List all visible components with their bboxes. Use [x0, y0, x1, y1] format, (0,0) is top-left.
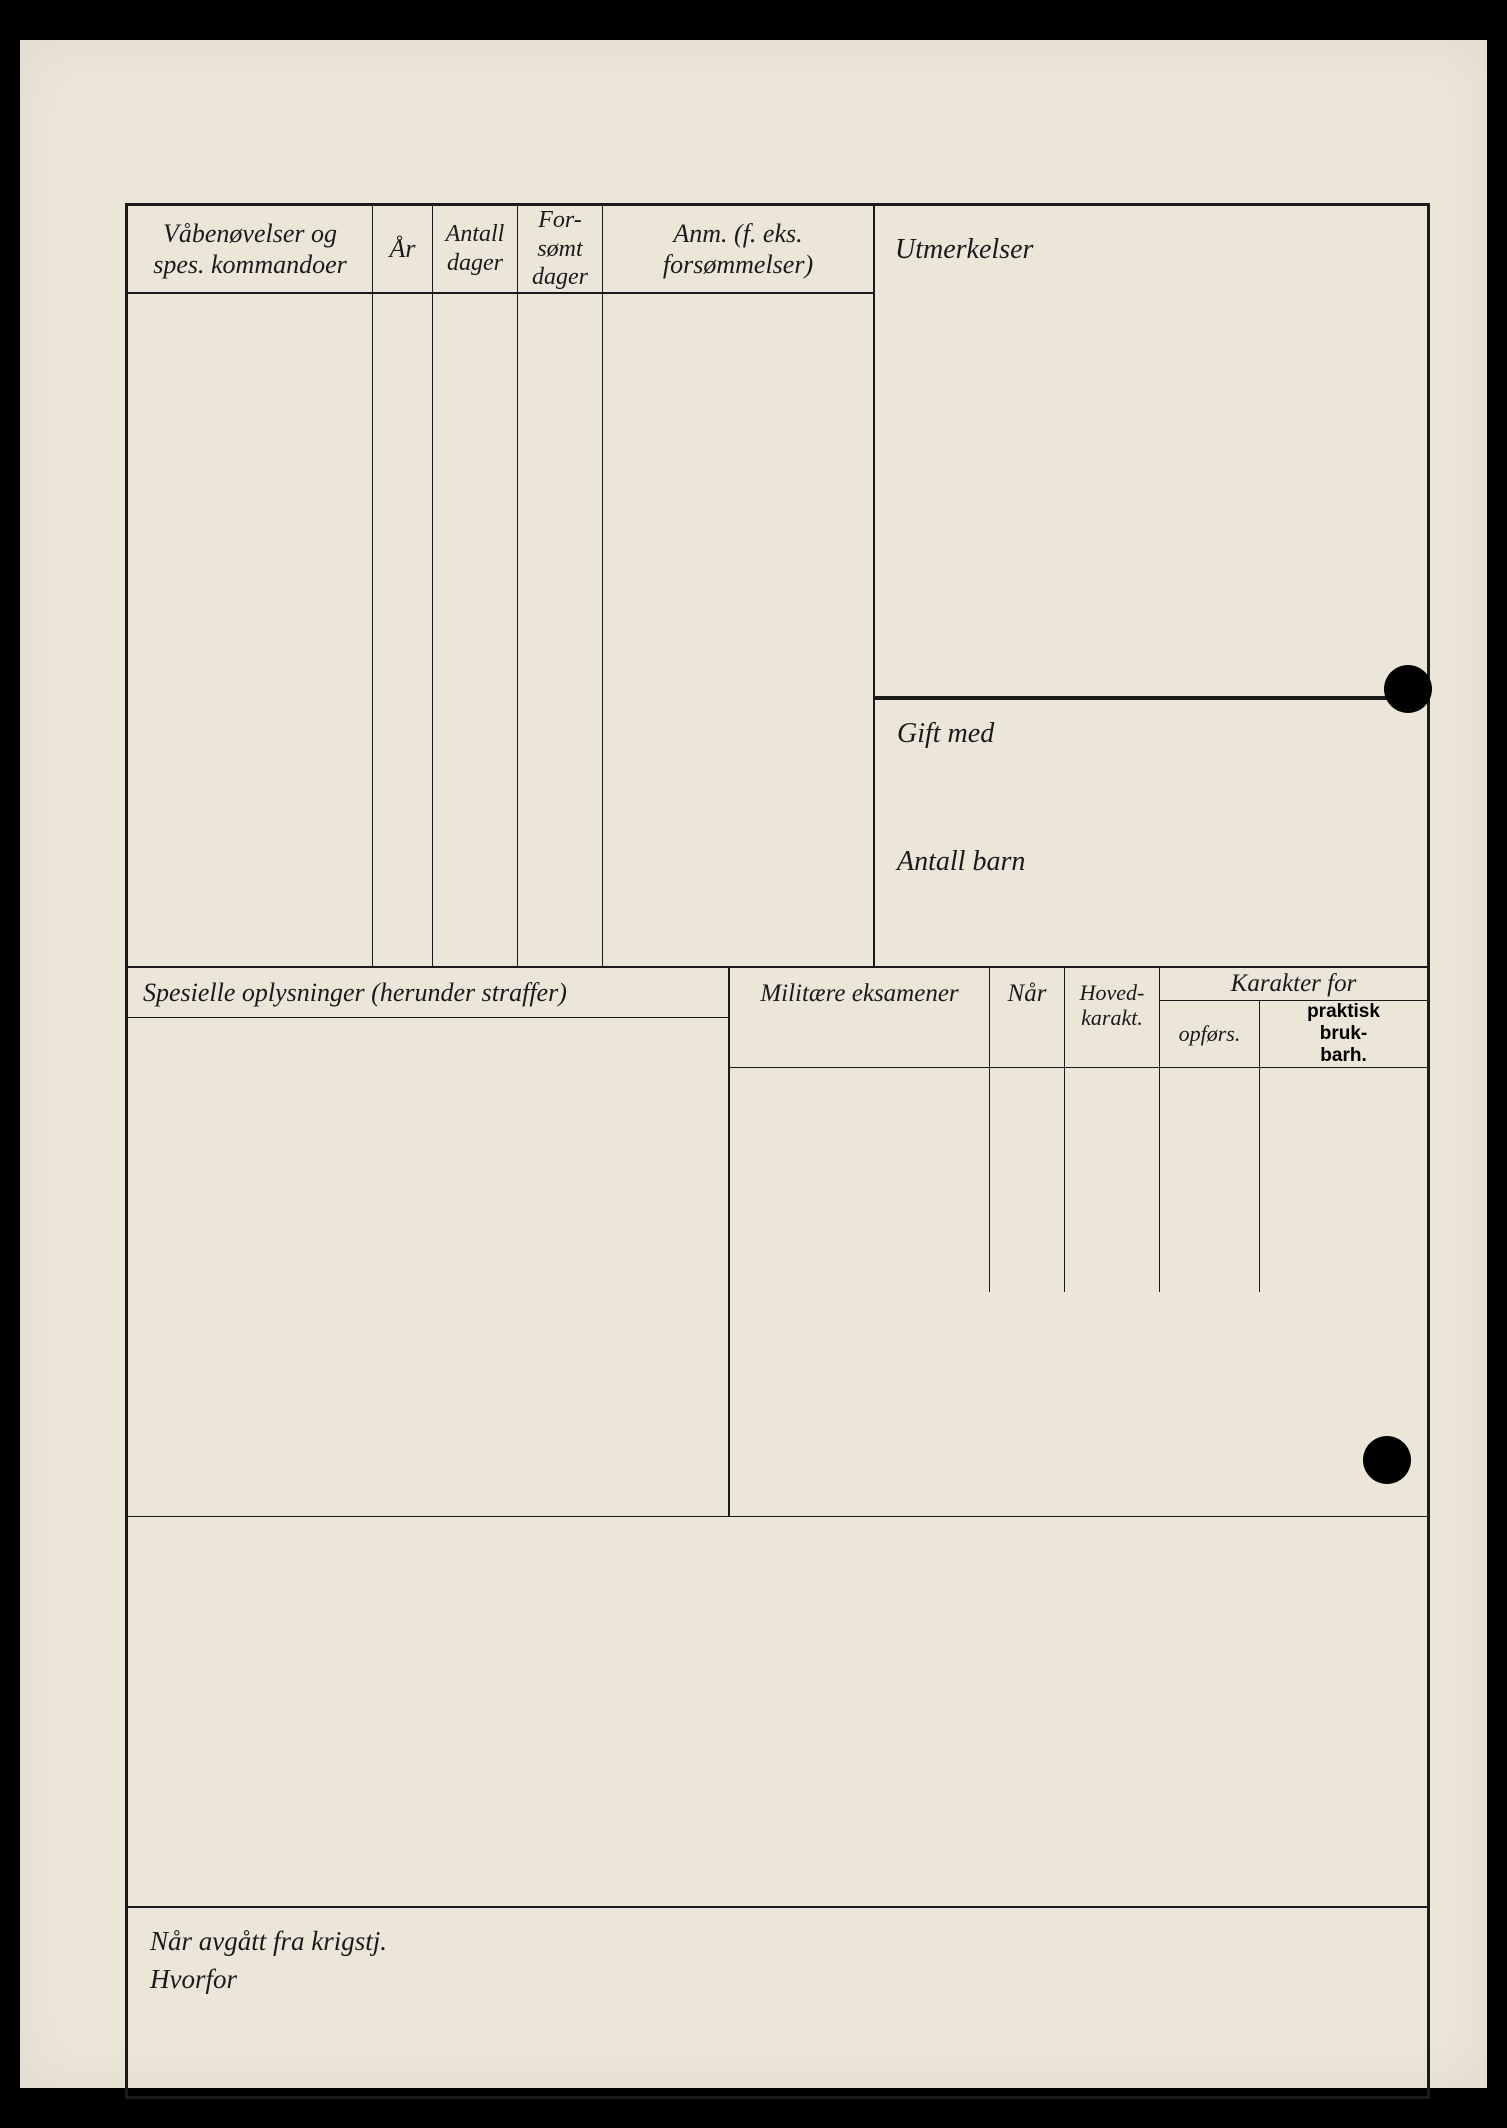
spesielle-label: Spesielle oplysninger (herunder straffer… [143, 978, 567, 1008]
cell-anm [603, 294, 873, 966]
document-page: Våbenøvelser ogspes. kommandoer År Antal… [20, 40, 1487, 2088]
cell-vaben [128, 294, 373, 966]
cell-praktisk [1260, 1068, 1427, 1292]
cell-opfors [1160, 1068, 1260, 1292]
header-label: For-sømtdager [532, 206, 588, 292]
header-label: praktiskbruk-barh. [1307, 1001, 1380, 1067]
spesielle-header: Spesielle oplysninger (herunder straffer… [128, 968, 728, 1018]
utmerkelser-label: Utmerkelser [895, 234, 1033, 266]
header-label: Antalldager [446, 220, 505, 278]
cell-antall [433, 294, 518, 966]
header-hovedkarakt: Hoved-karakt. [1065, 968, 1160, 1067]
hvorfor-label: Hvorfor [150, 1961, 1405, 1999]
header-label: Hoved-karakt. [1080, 980, 1145, 1031]
cell-exam [730, 1068, 990, 1292]
punch-hole [1384, 665, 1432, 713]
bottom-section: Når avgått fra krigstj. Hvorfor [128, 1906, 1427, 2096]
header-label: Anm. (f. eks.forsømmelser) [663, 218, 813, 280]
exams-header-row: Militære eksamener Når Hoved-karakt. Kar… [730, 968, 1427, 1068]
weapons-exercises-table: Våbenøvelser ogspes. kommandoer År Antal… [128, 206, 873, 966]
avgatt-label: Når avgått fra krigstj. [150, 1923, 1405, 1961]
top-right-panel: Utmerkelser Gift med Antall barn [873, 206, 1427, 966]
middle-section: Spesielle oplysninger (herunder straffer… [128, 966, 1427, 1516]
family-section: Gift med Antall barn [875, 696, 1427, 966]
lower-section [128, 1516, 1427, 1906]
utmerkelser-header: Utmerkelser [875, 206, 1427, 294]
header-praktisk: praktiskbruk-barh. [1260, 1001, 1427, 1067]
antall-barn-label: Antall barn [897, 846, 1405, 878]
header-vabenovelser: Våbenøvelser ogspes. kommandoer [128, 206, 373, 292]
table-body [128, 294, 873, 966]
header-label: Våbenøvelser ogspes. kommandoer [153, 218, 347, 280]
header-forsomt-dager: For-sømtdager [518, 206, 603, 292]
header-karakter-group: Karakter for opførs. praktiskbruk-barh. [1160, 968, 1427, 1067]
punch-hole [1363, 1436, 1411, 1484]
form-frame: Våbenøvelser ogspes. kommandoer År Antal… [125, 203, 1430, 2099]
header-anmerkninger: Anm. (f. eks.forsømmelser) [603, 206, 873, 292]
utmerkelser-body [875, 294, 1427, 696]
military-exams-panel: Militære eksamener Når Hoved-karakt. Kar… [728, 968, 1427, 1516]
karakter-sub-row: opførs. praktiskbruk-barh. [1160, 1001, 1427, 1067]
header-antall-dager: Antalldager [433, 206, 518, 292]
header-label: År [390, 233, 416, 264]
header-label: opførs. [1179, 1021, 1241, 1046]
header-label: Karakter for [1231, 970, 1357, 999]
cell-hoved [1065, 1068, 1160, 1292]
gift-med-label: Gift med [897, 718, 1405, 750]
karakter-for-label: Karakter for [1160, 968, 1427, 1001]
cell-forsomt [518, 294, 603, 966]
header-ar: År [373, 206, 433, 292]
header-label: Når [1008, 980, 1047, 1009]
cell-nar [990, 1068, 1065, 1292]
special-info-panel: Spesielle oplysninger (herunder straffer… [128, 968, 728, 1516]
exams-empty-area [730, 1292, 1427, 1516]
header-eksamener: Militære eksamener [730, 968, 990, 1067]
cell-ar [373, 294, 433, 966]
header-nar: Når [990, 968, 1065, 1067]
table-header-row: Våbenøvelser ogspes. kommandoer År Antal… [128, 206, 873, 294]
top-section: Våbenøvelser ogspes. kommandoer År Antal… [128, 206, 1427, 966]
header-opfors: opførs. [1160, 1001, 1260, 1067]
exams-body-row [730, 1068, 1427, 1292]
header-label: Militære eksamener [760, 980, 958, 1009]
